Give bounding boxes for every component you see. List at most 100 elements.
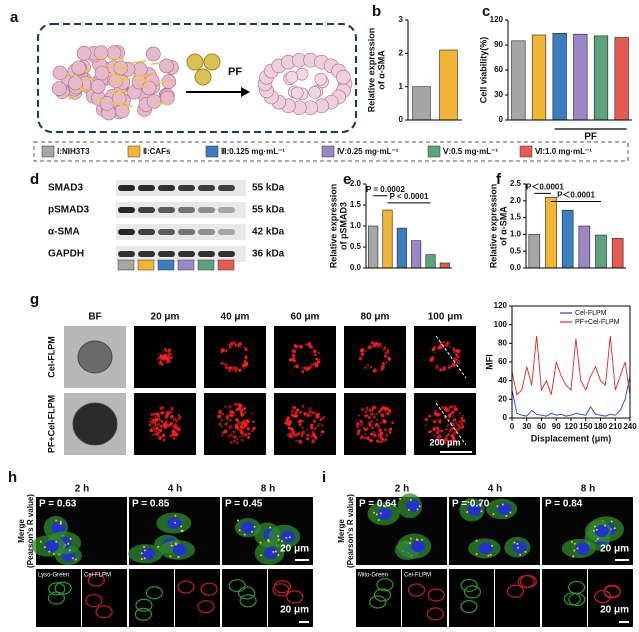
fluorescence-dot [177, 416, 181, 420]
line-series [511, 335, 631, 396]
colocalization [613, 527, 616, 530]
y-tick-label: 120 [490, 15, 504, 24]
cell [336, 69, 351, 85]
fluorescence-dot [379, 430, 381, 433]
fluorescence-dot [389, 427, 393, 431]
y-tick-label: 100 [494, 320, 508, 329]
fluorescence-dot [162, 354, 165, 357]
fluorescence-dot [375, 418, 379, 422]
fluorescence-dot [456, 349, 461, 354]
column-header: 80 μm [361, 312, 390, 323]
legend-swatch [427, 145, 441, 158]
panel-letter: g [30, 291, 39, 308]
fluorescence-dot [294, 344, 299, 349]
profile-line [435, 335, 467, 379]
fluorescence-dot [370, 420, 373, 423]
colocalization [409, 537, 412, 540]
legend-label: Cel-FLPM [575, 310, 607, 317]
fluorescence-dot [360, 407, 365, 412]
fluorescence-dot [368, 423, 372, 427]
cell [146, 94, 162, 109]
fluorescence-image [274, 393, 336, 455]
blot-band [178, 207, 195, 213]
fluorescence-dot [448, 439, 452, 443]
fluorescence-dot [308, 409, 312, 413]
channel-image [175, 569, 220, 627]
y-tick-label: 1.5 [510, 213, 522, 222]
fluorescence-dot [427, 414, 432, 418]
colocalization [285, 536, 288, 539]
fluorescence-dot [150, 412, 155, 417]
channel-cell [506, 584, 525, 598]
fluorescence-dot [362, 427, 366, 430]
fluorescence-dot [314, 437, 318, 441]
blot-band [118, 251, 135, 257]
fiber [131, 73, 146, 78]
channel-image [222, 569, 267, 627]
fluorescence-dot [153, 421, 157, 425]
cell [94, 65, 110, 81]
fluorescence-dot [438, 421, 441, 424]
colocalization [174, 542, 177, 545]
fluorescence-dot [384, 438, 387, 441]
channel-image [402, 569, 447, 627]
fluorescence-dot [446, 345, 448, 348]
fluorescence-dot [291, 352, 294, 355]
blot-band [138, 229, 155, 235]
fluorescence-dot [166, 357, 170, 361]
fluorescence-dot [244, 362, 248, 367]
fluorescence-dot [290, 433, 295, 438]
fluorescence-dot [385, 412, 389, 415]
colocalization [269, 526, 272, 529]
fluorescence-dot [387, 429, 390, 432]
fluorescence-dot [223, 429, 228, 434]
fluorescence-dot [230, 432, 233, 435]
fluorescence-dot [443, 415, 448, 419]
fluorescence-dot [384, 351, 387, 355]
colocalization [68, 549, 71, 552]
channel-label: Cel-FLPM [404, 573, 431, 579]
fiber [81, 77, 93, 83]
fluorescence-dot [288, 358, 293, 362]
fluorescence-dot [240, 438, 244, 442]
fluorescence-dot [309, 407, 312, 410]
colocalization [243, 533, 246, 536]
fluorescence-dot [238, 436, 241, 438]
fluorescence-dot [159, 424, 163, 428]
channel-cell [286, 590, 304, 604]
colocalization [501, 503, 504, 506]
cell [290, 86, 304, 100]
colocalization [379, 512, 382, 515]
fluorescence-dot [436, 437, 441, 441]
fluorescence-dot [220, 361, 224, 365]
fluorescence-dot [452, 347, 455, 349]
fluorescence-dot [231, 411, 235, 415]
fluorescence-dot [307, 432, 310, 435]
fluorescence-dot [321, 430, 325, 434]
fluorescence-dot [386, 350, 390, 353]
y-axis-label: of pSMAD3 [338, 202, 348, 250]
channel-cell [87, 573, 105, 587]
fluorescence-dot [234, 402, 237, 406]
fluorescence-dot [218, 410, 223, 414]
channel-cell [373, 588, 392, 602]
fluorescence-dot [240, 435, 243, 438]
fluorescence-dot [246, 427, 250, 431]
fluorescence-dot [442, 341, 445, 344]
fluorescence-dot [454, 428, 459, 433]
fluorescence-dot [460, 422, 464, 426]
channel-label: Mito-Green [358, 573, 388, 579]
colocalization [416, 538, 419, 541]
fiber [68, 95, 78, 100]
nucleus [140, 547, 155, 560]
cell [71, 60, 87, 76]
fluorescence-dot [433, 361, 435, 363]
fluorescence-image [274, 326, 336, 388]
fluorescence-dot [447, 408, 451, 412]
legend-label: Ⅳ:0.25 mg·mL⁻¹ [337, 147, 399, 156]
fluorescence-dot [443, 368, 446, 372]
fluorescence-dot [234, 343, 238, 347]
scale-bar-label: 20 μm [600, 544, 629, 555]
fluorescence-dot [297, 439, 300, 442]
annotation: P = 0.0002 [366, 185, 405, 194]
